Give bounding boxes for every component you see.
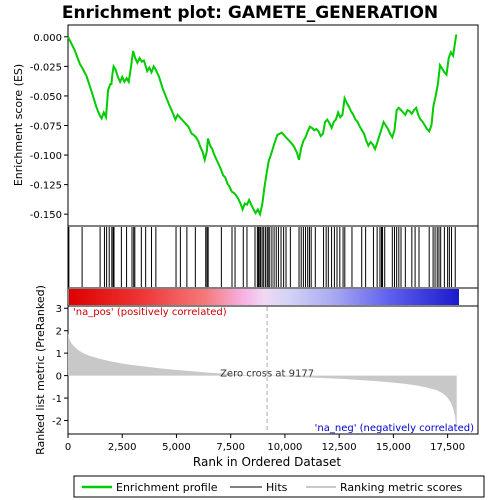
metric-y-tick-label: 2 xyxy=(56,327,62,338)
x-tick-label: 5,000 xyxy=(162,442,191,453)
es-y-tick-label: -0.150 xyxy=(30,210,62,221)
enrichment-profile-line xyxy=(67,34,458,218)
positive-correlation-label: 'na_pos' (positively correlated) xyxy=(73,307,227,318)
x-tick-label: 15,000 xyxy=(376,442,411,453)
es-y-tick-label: -0.125 xyxy=(30,181,62,192)
metric-panel: 3 2 1 0 -1 -2 Zero cross at 9177 'na_pos' (po… xyxy=(34,285,479,455)
metric-y-axis-ticks: 3 2 1 0 -1 -2 xyxy=(52,304,68,428)
x-axis-ticks: 0 2,500 5,000 7,500 10,000 12,500 15,000 17,500 xyxy=(65,434,465,453)
es-y-tick-label: -0.075 xyxy=(30,122,62,133)
es-y-tick-label: 0.000 xyxy=(33,33,62,44)
es-panel: 0.000 -0.025 -0.050 -0.075 -0.100 -0.125 -0.15… xyxy=(12,24,479,227)
es-y-axis-label: Enrichment score (ES) xyxy=(12,64,25,186)
x-tick-label: 7,500 xyxy=(216,442,245,453)
rank-color-bar xyxy=(69,289,459,305)
metric-y-axis-label: Ranked list metric (PreRanked) xyxy=(34,285,47,455)
x-tick-label: 0 xyxy=(65,442,71,453)
metric-y-tick-label: 3 xyxy=(56,304,62,315)
es-y-tick-label: -0.050 xyxy=(30,92,62,103)
hit-markers xyxy=(68,227,456,287)
metric-y-tick-label: 0 xyxy=(56,372,62,383)
x-tick-label: 10,000 xyxy=(267,442,302,453)
legend-enrichment-label: Enrichment profile xyxy=(116,481,218,494)
es-panel-frame xyxy=(67,24,479,227)
legend-metric-label: Ranking metric scores xyxy=(340,481,462,494)
metric-y-tick-label: -2 xyxy=(52,417,62,428)
x-axis-label: Rank in Ordered Dataset xyxy=(193,455,341,469)
negative-correlation-label: 'na_neg' (negatively correlated) xyxy=(315,423,474,434)
x-tick-label: 12,500 xyxy=(322,442,357,453)
legend: Enrichment profile Hits Ranking metric s… xyxy=(73,475,485,498)
metric-y-tick-label: -1 xyxy=(52,394,62,405)
metric-y-tick-label: 1 xyxy=(56,349,62,360)
x-tick-label: 2,500 xyxy=(108,442,137,453)
legend-frame xyxy=(73,475,485,498)
legend-hits-label: Hits xyxy=(266,481,288,494)
es-y-tick-label: -0.100 xyxy=(30,151,62,162)
zero-cross-label: Zero cross at 9177 xyxy=(220,369,314,380)
hits-panel-frame xyxy=(67,225,479,289)
es-y-tick-label: -0.025 xyxy=(30,62,62,73)
hits-panel xyxy=(67,225,479,289)
x-tick-label: 17,500 xyxy=(430,442,465,453)
chart-title: Enrichment plot: GAMETE_GENERATION xyxy=(62,3,438,23)
es-y-axis-ticks: 0.000 -0.025 -0.050 -0.075 -0.100 -0.125 -0.15… xyxy=(30,33,68,221)
